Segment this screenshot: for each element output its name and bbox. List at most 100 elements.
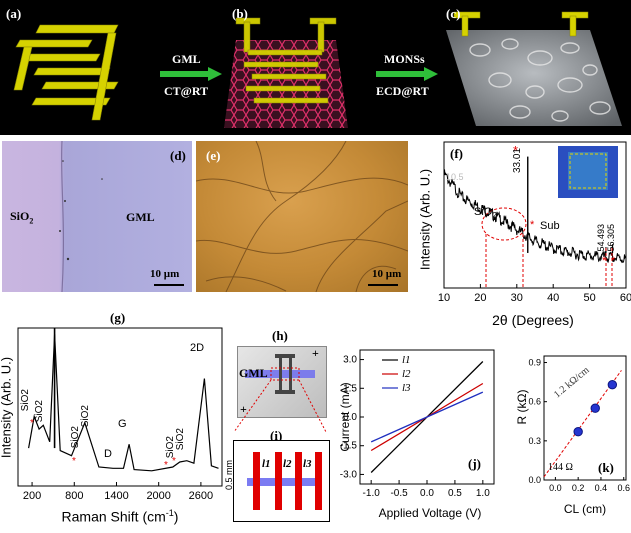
panel-e-scale-label: 10 µm [372,268,402,280]
panel-f-ylabel: Intensity (Arb. U.) [417,168,433,271]
raman-tick-label: 200 [23,490,41,502]
raman-marker-icon: * [172,456,176,467]
k-y-tick-label: 0.9 [528,358,541,368]
xrd-tick-label: 20 [474,292,486,304]
arrow1-bottom-label: CT@RT [164,84,209,98]
k-data-point [590,403,600,413]
raman-annotation-sio2-3: SiO2 [70,426,81,449]
panel-i-l2: l2 [283,458,292,470]
panel-h-label: (h) [272,328,288,343]
panel-f-peak-label-56: 56.305 [606,224,616,252]
xrd-x-ticks: 10 20 30 40 50 60 [438,284,631,304]
raman-annotation-sio2-1: SiO2 [20,389,31,412]
panel-g-raman-chart: 200 800 1400 2000 2600 * * * * [17,327,223,502]
panel-k-label: (k) [598,460,614,475]
iv-x-tick-label: 0.5 [448,488,462,499]
k-x-tick-label: 0.6 [617,483,630,493]
sio2-text: SiO [474,206,493,218]
iv-x-tick-label: 1.0 [476,488,490,499]
panel-k-intercept-label: 144 Ω [548,462,573,473]
iv-y-tick-label: 3.0 [343,355,357,366]
iv-legend-l2: l2 [402,368,411,380]
iv-legend [382,359,398,389]
zoom-connector-lines [233,379,327,433]
raman-annotation-sio2-4: SiO2 [80,405,91,428]
panel-e-optical-image [196,141,408,292]
panel-j-ylabel: Current (mA) [338,382,352,452]
iv-x-tick-label: -0.5 [390,488,408,499]
k-fit-line [543,370,622,478]
panel-h-device-overlay [245,354,315,394]
sio2-hump-ellipse [481,207,527,241]
raman-curve [28,334,219,472]
panel-f-sio2-label: SiO2 [474,206,497,220]
iv-y-tick-label: 1.5 [343,383,357,394]
arrow2-bottom-label: ECD@RT [376,84,429,98]
xrd-tick-label: 30 [511,292,523,304]
raman-annotation-sio2-6: SiO2 [175,428,186,451]
panel-d-boundary [59,141,184,292]
panel-d-sio2-label: SiO2 [10,209,33,225]
sio2-text: SiO [10,209,30,223]
panel-f-sub-label: Sub [540,220,560,232]
panel-i-l1: l1 [262,458,271,470]
panel-f-peak-label-54: 54.493 [596,224,606,252]
panel-c-label: (c) [446,6,461,21]
raman-annotation-d: D [104,448,112,460]
raman-tick-label: 800 [65,490,83,502]
raman-tick-label: 2600 [189,490,213,502]
iv-line-l3 [370,391,484,443]
arrow-right-icon [376,67,438,81]
panel-d-gml-label: GML [126,210,155,224]
panel-f-xrd-chart: * * * * 10 20 30 40 50 60 [438,141,631,304]
panel-g-xlabel: Raman Shift (cm-1) [30,508,210,525]
k-y-tick-label: 0.6 [528,397,541,407]
panel-h-plus-top: + [312,346,319,360]
xrd-tick-label: 10 [438,292,450,304]
iv-x-tick-label: 0.0 [420,488,434,499]
raman-tick-label: 1400 [104,490,128,502]
panel-f-peak-label-33: 33.01 [512,148,523,174]
raman-xlabel-text: Raman Shift (cm [61,508,166,525]
panel-d-label: (d) [170,148,186,163]
sio2-subscript: 2 [29,216,34,226]
raman-tick-label: 2000 [146,490,170,502]
panel-e-label: (e) [206,148,221,163]
sub-star-icon: * [611,255,616,267]
iv-y-tick-label: -3.0 [340,469,358,480]
k-data-point [607,380,618,390]
xrd-tick-label: 50 [583,292,595,304]
xrd-tick-label: 40 [547,292,559,304]
k-x-tick-label: 0.0 [549,483,562,493]
k-ticks: 0.0 0.2 0.4 0.6 0.0 0.3 0.6 0.9 [528,358,629,493]
panel-f-faded-label: 10.5 [446,172,464,182]
panel-i-scale-label: 0.5 mm [224,459,235,491]
iv-x-tick-label: -1.0 [363,488,381,499]
panel-f-xlabel: 2θ (Degrees) [492,312,574,328]
panel-k-ylabel: R (kΩ) [515,389,529,425]
panel-i-label: (i) [270,428,283,443]
panel-j-iv-chart: -1.0 -0.5 0.0 0.5 1.0 3.0 1.5 0.0 -1.5 -3.0 [340,349,495,499]
sub-star-icon: * [530,219,535,231]
raman-xlabel-end: ) [173,508,179,525]
k-points [573,380,618,437]
panel-b-graphene-on-electrode [224,17,348,128]
raman-marker-icon: * [72,456,76,467]
sub-star-icon: * [602,255,607,267]
panel-c-monss-sem [446,11,622,126]
raman-annotation-2d: 2D [190,342,205,354]
panel-i-l3: l3 [303,458,312,470]
panel-j-label: (j) [468,456,481,471]
xrd-tick-label: 60 [620,292,631,304]
iv-y-tick-label: 0.0 [343,412,357,423]
iv-y-tick-label: -1.5 [340,441,358,452]
panel-a-comb-electrode [13,24,119,121]
k-y-tick-label: 0.3 [528,436,541,446]
panel-h-gml-label: GML [239,366,268,380]
sio2-subscript: 2 [492,211,497,221]
raman-annotation-sio2-2: SiO2 [34,400,45,423]
iv-legend-l3: l3 [402,382,411,394]
raman-x-ticks: 200 800 1400 2000 2600 [23,482,213,502]
xrd-curve [443,169,626,264]
panel-g-label: (g) [110,310,126,325]
